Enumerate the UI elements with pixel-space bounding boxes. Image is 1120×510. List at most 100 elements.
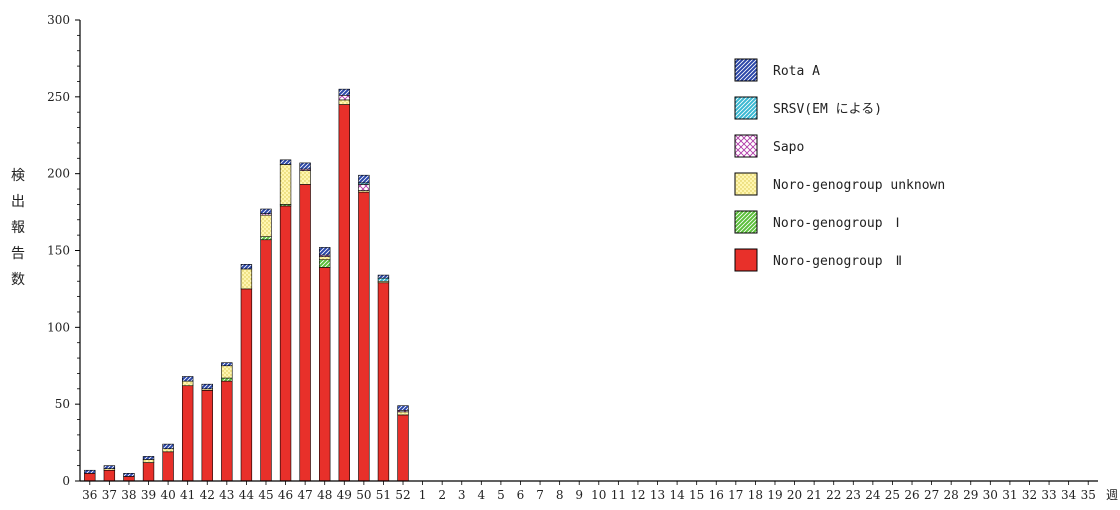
x-tick-label: 38: [121, 488, 136, 502]
x-tick-label: 19: [767, 488, 782, 502]
legend-label: SRSV(EM による): [773, 102, 882, 117]
bar-segment: [377, 274, 390, 279]
x-tick-label: 9: [575, 488, 583, 502]
legend-swatch: [734, 134, 758, 158]
bar-segment: [142, 459, 155, 463]
x-tick-label: 52: [395, 488, 410, 502]
y-axis-label-char: 検: [11, 168, 25, 184]
x-tick-label: 10: [591, 488, 606, 502]
legend-label: Noro-genogroup Ⅱ: [773, 254, 902, 269]
x-tick-label: 17: [728, 488, 743, 502]
bar-segment: [240, 264, 253, 270]
bar-segment: [358, 184, 370, 191]
bar-segment: [319, 267, 331, 482]
x-tick-label: 6: [517, 488, 525, 502]
y-tick-label: 250: [47, 90, 70, 104]
bar-segment: [338, 104, 350, 482]
bar-segment: [319, 247, 331, 256]
y-tick-label: 200: [47, 167, 70, 181]
bar-segment: [319, 256, 331, 261]
x-tick-label: 39: [141, 488, 156, 502]
x-tick-label: 31: [1002, 488, 1017, 502]
x-tick-label: 43: [219, 488, 234, 502]
x-tick-label: 29: [963, 488, 978, 502]
x-tick-label: 14: [669, 488, 685, 502]
bar-segment: [181, 385, 194, 482]
x-tick-label: 2: [438, 488, 446, 502]
x-tick-label: 42: [200, 488, 215, 502]
y-axis-label-char: 数: [11, 272, 25, 288]
bar-segment: [260, 236, 272, 241]
bar-segment: [123, 476, 135, 482]
x-tick-label: 47: [297, 488, 312, 502]
bar-segment: [338, 99, 350, 105]
y-tick-label: 100: [47, 320, 70, 334]
x-tick-label: 16: [709, 488, 724, 502]
x-tick-label: 18: [748, 488, 763, 502]
bar-segment: [358, 191, 370, 482]
x-tick-label: 26: [904, 488, 919, 502]
x-tick-label: 33: [1041, 488, 1056, 502]
bar-segment: [260, 214, 272, 237]
x-axis-label: 週: [1106, 488, 1118, 502]
x-tick-label: 28: [944, 488, 959, 502]
bar-segment: [181, 376, 194, 382]
bar-segment: [377, 277, 390, 282]
bars: [84, 88, 409, 482]
bar-segment: [338, 88, 350, 96]
x-tick-label: 45: [258, 488, 273, 502]
legend-label: Rota A: [773, 64, 820, 79]
y-tick-label: 150: [47, 244, 70, 258]
bar-segment: [142, 462, 155, 482]
x-tick-label: 20: [787, 488, 802, 502]
x-tick-label: 12: [630, 488, 645, 502]
x-tick-label: 3: [458, 488, 466, 502]
legend-swatch: [734, 210, 758, 234]
bar-segment: [240, 288, 253, 482]
x-tick-label: 40: [160, 488, 175, 502]
legend-swatch: [734, 172, 758, 196]
x-tick-label: 4: [478, 488, 486, 502]
x-tick-label: 21: [806, 488, 821, 502]
bar-segment: [103, 465, 116, 470]
x-tick-label: 27: [924, 488, 939, 502]
y-tick-label: 300: [47, 13, 70, 27]
legend: Rota A SRSV(EM による) Sapo Noro-genogroup unk…: [734, 58, 945, 272]
legend-label: Sapo: [773, 140, 804, 155]
bar-segment: [397, 414, 409, 482]
bar-segment: [279, 205, 292, 482]
y-tick-label: 0: [62, 474, 70, 488]
x-tick-label: 36: [82, 488, 97, 502]
bar-segment: [201, 383, 213, 390]
x-tick-label: 34: [1061, 488, 1077, 502]
bar-segment: [181, 380, 194, 387]
bar-segment: [260, 208, 272, 214]
x-tick-label: 23: [846, 488, 861, 502]
x-tick-label: 8: [556, 488, 564, 502]
bar-segment: [279, 164, 292, 205]
bar-segment: [221, 377, 233, 382]
x-tick-label: 5: [497, 488, 505, 502]
legend-swatch: [734, 96, 758, 120]
x-tick-label: 41: [180, 488, 195, 502]
y-axis-label-char: 報: [11, 220, 25, 236]
x-tick-label: 7: [536, 488, 544, 502]
x-tick-label: 1: [419, 488, 427, 502]
x-tick-label: 37: [102, 488, 117, 502]
y-axis-label-char: 告: [11, 246, 25, 262]
legend-swatch: [734, 58, 758, 82]
bar-segment: [299, 184, 311, 482]
bar-segment: [299, 170, 311, 185]
x-tick-label: 15: [689, 488, 704, 502]
bar-segment: [162, 443, 174, 450]
bar-segment: [358, 174, 370, 184]
bar-segment: [397, 411, 409, 416]
bar-segment: [377, 282, 390, 482]
x-tick-label: 51: [376, 488, 391, 502]
x-tick-label: 50: [356, 488, 371, 502]
bar-segment: [162, 448, 174, 453]
bar-segment: [279, 159, 292, 165]
